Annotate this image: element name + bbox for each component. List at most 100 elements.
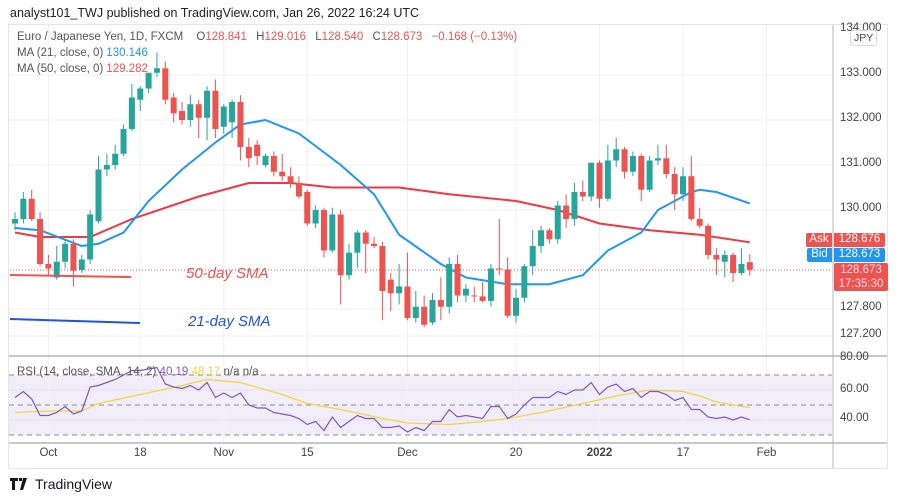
candle [746, 254, 753, 276]
ma50-legend[interactable]: MA (50, close, 0) 129.282 [17, 63, 148, 75]
candle [446, 257, 453, 314]
rsi-ma-value: 48.17 [191, 366, 221, 378]
candle-body [471, 295, 478, 297]
candle [304, 189, 311, 226]
candle [295, 176, 302, 199]
candle [170, 93, 177, 123]
sma21-drawn-line[interactable] [9, 318, 141, 324]
time-tick: Feb [756, 447, 777, 459]
candle [229, 99, 236, 138]
candle [45, 255, 52, 276]
candle [721, 250, 728, 278]
tradingview-logo[interactable]: TradingView [10, 476, 112, 492]
candle-body [705, 225, 712, 255]
ma21-line [14, 118, 751, 286]
candle [412, 291, 419, 323]
last-price-tag: 128.673 17:35:30 [834, 263, 888, 291]
candle [53, 246, 60, 280]
candle-body [362, 232, 369, 244]
sma50-drawn-line[interactable] [9, 274, 132, 278]
candle-body [538, 230, 545, 246]
candle [696, 207, 703, 228]
time-tick: 17 [676, 447, 690, 459]
time-tick: 20 [509, 447, 523, 459]
price-tick: 127.200 [840, 328, 882, 340]
candle-body [304, 192, 311, 224]
candle [487, 264, 494, 307]
candle-body [571, 192, 578, 219]
candle-body [629, 156, 636, 172]
candle-body [663, 158, 670, 174]
rsi-ma-line [14, 378, 750, 426]
rsi-legend[interactable]: RSI (14, close, SMA, 14, 2) 40.19 48.17 … [17, 366, 259, 378]
candle-body [53, 261, 60, 278]
price-tick: 131.000 [840, 157, 882, 169]
candle-body [12, 219, 18, 224]
candle-body [563, 205, 570, 219]
ma21-label: MA (21, close, 0) [17, 47, 104, 59]
candle-body [287, 176, 294, 183]
symbol-legend: Euro / Japanese Yen, 1D, FXCM O128.841 H… [17, 31, 517, 43]
brand-name: TradingView [35, 476, 113, 492]
candle-body [137, 88, 144, 100]
tradingview-logo-icon [10, 478, 27, 490]
candle [421, 295, 428, 327]
candle-body [87, 214, 94, 260]
candle [120, 124, 127, 156]
candle-body [513, 297, 519, 316]
candle [554, 201, 561, 244]
sma21-annotation[interactable]: 21-day SMA [188, 313, 271, 330]
candle [387, 273, 394, 312]
candle [379, 241, 386, 321]
candle [504, 257, 511, 318]
candle-body [204, 90, 211, 118]
candle [588, 162, 595, 201]
low-value: 128.540 [321, 31, 364, 43]
rsi-na-2: n/a [242, 366, 259, 378]
time-tick: Dec [397, 447, 418, 459]
rsi-tick: 40.00 [840, 412, 869, 424]
ma21-legend[interactable]: MA (21, close, 0) 130.146 [17, 47, 148, 59]
candle-body [162, 68, 169, 100]
candle [538, 225, 545, 253]
price-tick: 132.000 [840, 112, 882, 124]
candle [287, 167, 294, 188]
candle [454, 255, 461, 303]
candle-body [671, 174, 678, 195]
candle-body [746, 262, 753, 270]
candle [320, 207, 327, 258]
grid [9, 25, 832, 443]
candle [179, 102, 185, 125]
candle [571, 183, 578, 226]
candle [103, 153, 110, 177]
candle-body [78, 259, 85, 270]
candle [337, 210, 344, 305]
currency-badge[interactable]: JPY [850, 30, 878, 46]
candle-body [462, 288, 469, 296]
candle [680, 167, 686, 201]
open-label: O [196, 31, 206, 43]
candle [429, 293, 436, 325]
rsi-band [9, 375, 832, 435]
time-tick: Oct [39, 447, 58, 459]
candle-body [654, 158, 661, 161]
candle [128, 84, 135, 132]
rsi-line [14, 366, 750, 433]
candle-body [638, 156, 645, 190]
close-value: 128.673 [380, 31, 423, 43]
candle-body [295, 183, 302, 197]
candle-body [454, 264, 461, 296]
candle-body [128, 97, 135, 129]
candle [28, 189, 35, 222]
sma50-annotation[interactable]: 50-day SMA [186, 265, 269, 282]
candle [496, 219, 503, 276]
candle [738, 248, 745, 276]
candle [70, 239, 77, 287]
candle-body [429, 300, 436, 323]
candle [671, 167, 678, 210]
candle [112, 144, 119, 170]
candle [688, 156, 695, 222]
candle-body [604, 160, 611, 199]
symbol-name: Euro / Japanese Yen, 1D, FXCM [17, 31, 184, 43]
